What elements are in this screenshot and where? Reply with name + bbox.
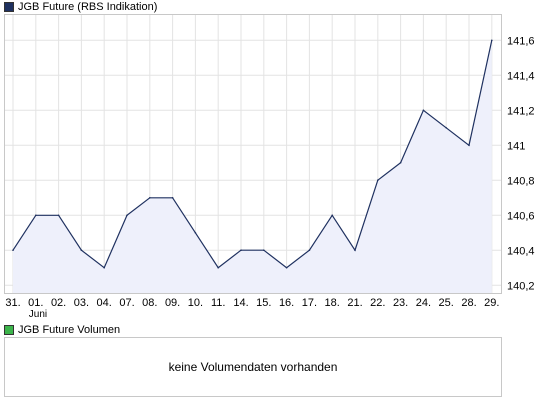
volume-legend-swatch (4, 325, 14, 335)
x-tick-label: 22. (370, 297, 385, 309)
x-tick-label: 18. (325, 297, 340, 309)
data-point (377, 179, 379, 181)
y-tick-label: 140,6 (507, 210, 535, 222)
x-tick-label: 11. (211, 297, 225, 309)
x-tick-label: 08. (142, 297, 157, 309)
y-tick-label: 140,2 (507, 280, 535, 292)
data-point (331, 214, 334, 217)
x-tick-label: 01. (28, 297, 43, 309)
data-point (285, 266, 288, 269)
data-point (422, 109, 425, 112)
x-tick-label: 14. (233, 297, 248, 309)
x-tick-label: 17. (302, 297, 317, 309)
x-tick-label: 03. (74, 297, 89, 309)
x-tick-label: 23. (393, 297, 408, 309)
data-point (263, 249, 265, 251)
data-point (468, 144, 470, 147)
y-tick-label: 141,4 (507, 70, 535, 82)
data-point (126, 214, 128, 217)
x-tick-label: 31. (5, 297, 20, 309)
x-tick-label: 09. (165, 297, 180, 309)
x-tick-label: 28. (461, 297, 476, 309)
price-legend-swatch (4, 2, 14, 12)
data-point (194, 232, 197, 234)
x-tick-label: 25. (439, 297, 454, 309)
y-tick-label: 141,6 (507, 35, 535, 47)
y-tick-label: 141 (507, 140, 525, 152)
data-point (35, 214, 37, 217)
data-point (149, 197, 151, 199)
x-tick-label: 10. (188, 297, 203, 309)
y-tick-label: 140,4 (507, 245, 535, 257)
volume-panel: keine Volumendaten vorhanden (4, 337, 502, 397)
volume-empty-message: keine Volumendaten vorhanden (168, 360, 338, 374)
data-point (445, 127, 448, 129)
x-tick-label: 04. (97, 297, 112, 309)
data-point (491, 39, 493, 42)
data-point (240, 249, 242, 251)
series-line (12, 40, 493, 269)
x-tick-label: 24. (416, 297, 431, 309)
data-point (399, 161, 402, 164)
price-legend: JGB Future (RBS Indikation) (4, 1, 157, 13)
y-tick-label: 141,2 (507, 105, 535, 117)
x-tick-label: 29. (484, 297, 499, 309)
x-tick-label: 02. (51, 297, 66, 309)
data-point (57, 214, 60, 217)
x-tick-label: 07. (119, 297, 134, 309)
data-point (354, 249, 356, 251)
price-chart: 140,2 140,4 140,6 140,8 141 141,2 141,4 141,6 31… (4, 14, 535, 320)
data-point (171, 197, 174, 199)
price-legend-label: JGB Future (RBS Indikation) (18, 1, 158, 13)
x-month-label: Juni (29, 309, 47, 320)
volume-legend-label: JGB Future Volumen (18, 324, 121, 336)
series-area (13, 40, 492, 293)
volume-legend: JGB Future Volumen (4, 324, 120, 336)
data-point (103, 266, 105, 269)
data-point (217, 266, 219, 269)
data-point (308, 249, 311, 251)
y-tick-label: 140,8 (507, 175, 535, 187)
data-point (12, 249, 14, 251)
x-tick-label: 16. (279, 297, 294, 309)
x-tick-label: 15. (256, 297, 271, 309)
x-tick-label: 21. (347, 297, 362, 309)
data-point (80, 249, 83, 251)
